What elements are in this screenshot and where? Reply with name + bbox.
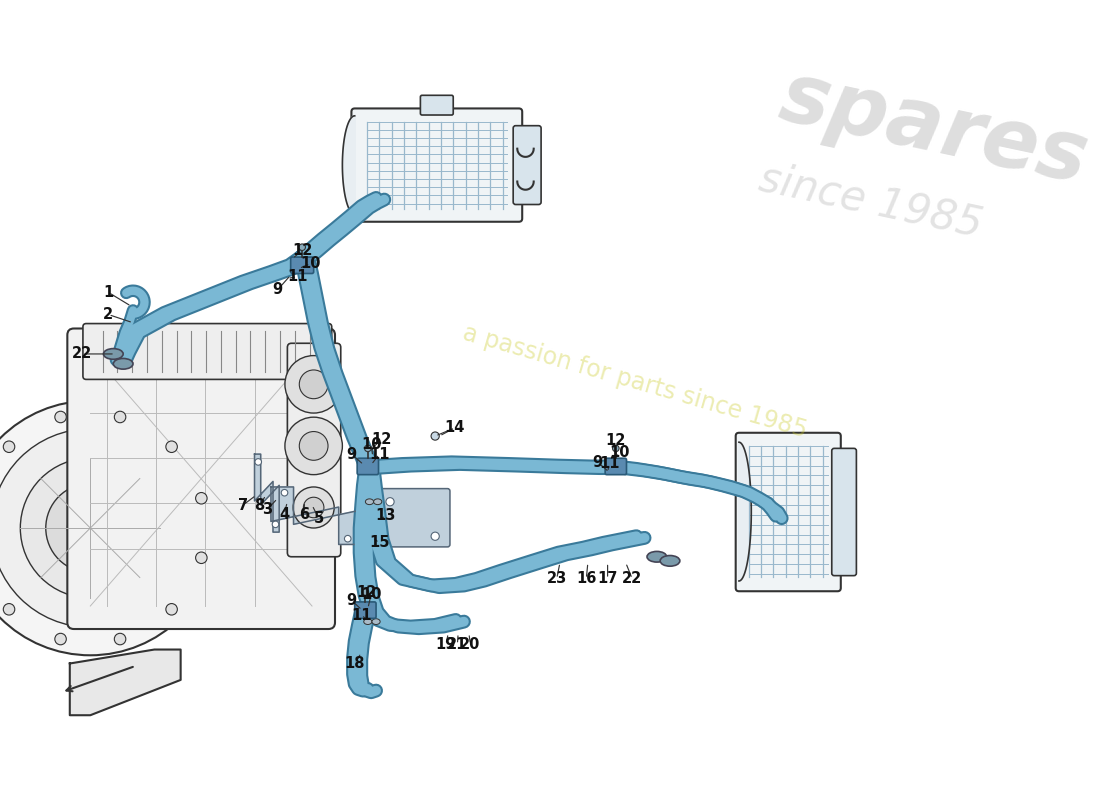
Circle shape [386,498,394,506]
Text: 17: 17 [597,571,618,586]
FancyBboxPatch shape [514,126,541,205]
Text: 11: 11 [370,446,389,462]
Text: 1: 1 [103,285,113,300]
Polygon shape [271,487,361,545]
Text: 15: 15 [370,535,389,550]
Text: 11: 11 [600,457,619,471]
Circle shape [364,445,371,452]
Text: 10: 10 [300,256,320,271]
FancyBboxPatch shape [605,458,627,474]
Text: 10: 10 [608,445,629,460]
FancyBboxPatch shape [358,458,378,474]
FancyBboxPatch shape [351,109,522,222]
FancyBboxPatch shape [354,602,376,618]
Circle shape [285,355,342,413]
Text: since 1985: since 1985 [756,157,987,246]
Ellipse shape [374,499,382,505]
Circle shape [299,370,328,398]
Text: 10: 10 [361,587,382,602]
Text: 23: 23 [547,571,567,586]
Text: 11: 11 [351,607,372,622]
Circle shape [431,532,439,540]
Text: 21: 21 [448,637,468,652]
Ellipse shape [364,618,372,625]
Circle shape [285,417,342,474]
Circle shape [293,487,334,528]
Text: 3: 3 [262,502,272,518]
Circle shape [114,634,125,645]
FancyBboxPatch shape [67,329,336,629]
Ellipse shape [372,618,381,625]
Text: 18: 18 [344,656,365,671]
Text: 14: 14 [444,420,465,435]
Circle shape [0,401,218,655]
Circle shape [255,458,262,466]
Circle shape [362,589,369,595]
Circle shape [304,498,323,518]
Ellipse shape [113,358,133,369]
Circle shape [196,552,207,563]
Circle shape [46,483,135,573]
Text: 10: 10 [361,437,382,452]
Circle shape [344,535,351,542]
Text: 8: 8 [254,498,265,513]
Circle shape [613,445,619,452]
Circle shape [431,432,439,440]
Circle shape [282,490,288,496]
Text: 9: 9 [273,282,283,298]
Text: 12: 12 [356,586,376,600]
Circle shape [196,493,207,504]
Text: 20: 20 [460,637,481,652]
Circle shape [67,505,113,551]
Text: 4: 4 [279,506,289,522]
FancyBboxPatch shape [82,323,332,379]
Text: 9: 9 [346,446,356,462]
Text: 13: 13 [376,508,396,523]
FancyBboxPatch shape [287,343,341,557]
Text: spares: spares [772,56,1094,200]
Circle shape [114,411,125,422]
Polygon shape [254,454,279,532]
Text: 5: 5 [314,510,323,526]
Text: 22: 22 [72,346,92,362]
Circle shape [0,429,189,627]
Text: 12: 12 [292,243,312,258]
Circle shape [166,603,177,615]
Polygon shape [69,650,180,715]
FancyBboxPatch shape [832,448,857,576]
FancyBboxPatch shape [736,433,840,591]
Ellipse shape [647,551,667,562]
Text: 6: 6 [299,506,309,522]
Circle shape [166,441,177,453]
Circle shape [3,441,14,453]
Ellipse shape [103,349,123,359]
Circle shape [20,458,161,598]
FancyBboxPatch shape [420,95,453,115]
Text: 9: 9 [593,455,603,470]
Ellipse shape [365,499,374,505]
Text: 9: 9 [346,593,356,608]
Circle shape [55,634,66,645]
Text: a passion for parts since 1985: a passion for parts since 1985 [460,321,810,442]
FancyBboxPatch shape [290,257,314,274]
Text: 12: 12 [372,432,392,447]
Polygon shape [342,116,354,214]
FancyBboxPatch shape [371,489,450,547]
Text: 12: 12 [606,434,626,449]
Circle shape [299,431,328,460]
Text: 2: 2 [103,307,113,322]
Circle shape [272,521,278,528]
Text: 16: 16 [576,571,596,586]
Circle shape [55,411,66,422]
Ellipse shape [660,555,680,566]
Text: 11: 11 [287,270,308,284]
Text: 22: 22 [623,571,642,586]
Text: 19: 19 [436,637,456,652]
Circle shape [299,244,306,250]
Text: 7: 7 [238,498,249,513]
Circle shape [3,603,14,615]
Polygon shape [739,442,751,581]
